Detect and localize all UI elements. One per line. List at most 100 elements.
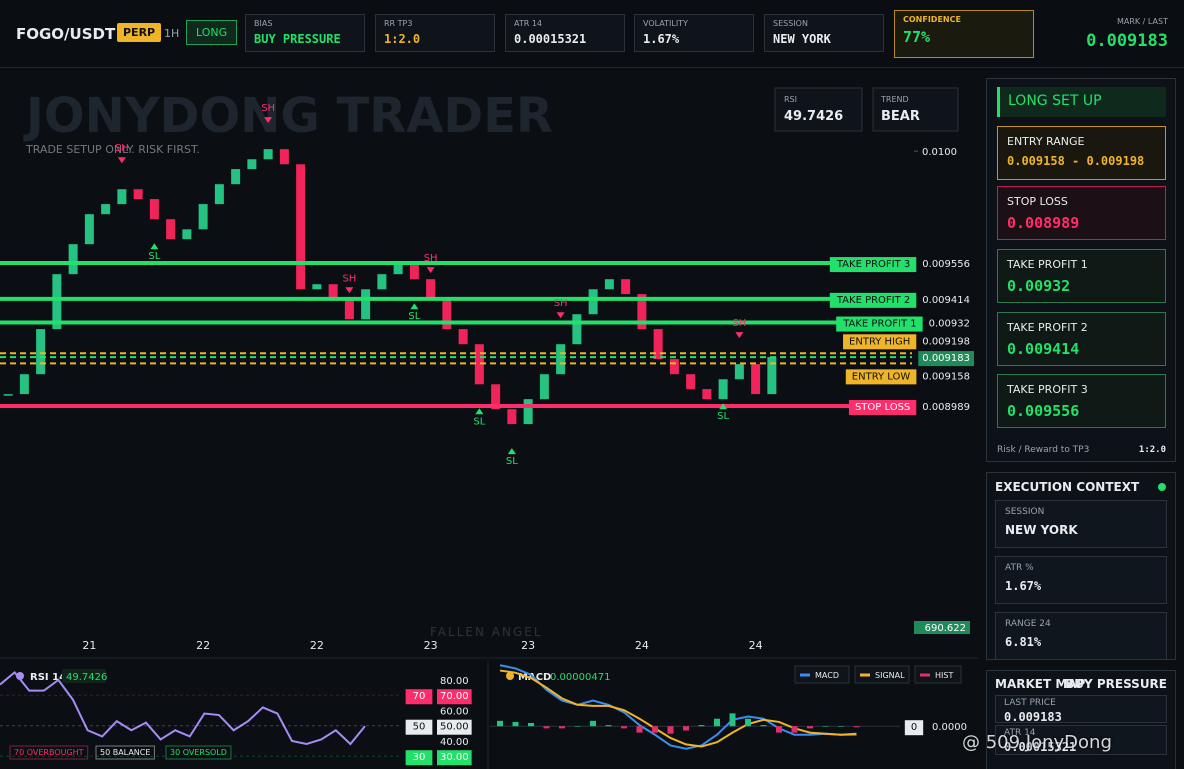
symbol: FOGO/USDT [16, 25, 116, 43]
legend-box [914, 665, 962, 684]
label-box [829, 292, 917, 308]
hist-bar [543, 726, 550, 729]
candle [361, 289, 371, 320]
hist-bar [512, 721, 519, 727]
item-value: 6.81% [1005, 635, 1042, 649]
market-map: MARKET MAP BUY PRESSURE LAST PRICE 0.0091… [986, 670, 1176, 769]
label-box [904, 720, 924, 736]
mark-label: MARK / LAST [1116, 17, 1168, 26]
trend-box [872, 87, 959, 132]
y-tick-label: 40.00 [440, 737, 469, 748]
hist-bar [698, 725, 705, 727]
market-item: LAST PRICE 0.009183 [995, 695, 1167, 724]
zero-label: 0.0000 [932, 722, 967, 733]
rr-value: 1:2.0 [1138, 445, 1166, 455]
volume-box [914, 621, 970, 634]
item-label: ATR % [1005, 563, 1034, 573]
band-level: 70 [413, 691, 426, 702]
candle [442, 299, 452, 330]
setup-card: STOP LOSS 0.008989 [997, 186, 1166, 240]
card-label: TAKE PROFIT 1 [1007, 258, 1088, 271]
stat: SESSION NEW YORK [764, 14, 884, 52]
candle [751, 364, 761, 395]
execution-item: SESSION NEW YORK [995, 500, 1167, 548]
stat-value: 0.00015321 [514, 32, 587, 46]
candle [52, 274, 62, 330]
tagline: TRADE SETUP ONLY. RISK FIRST. [25, 143, 200, 156]
stat-label: RR TP3 [384, 19, 413, 28]
label-box [918, 334, 974, 350]
label-box [9, 745, 89, 760]
label-box [848, 399, 917, 415]
item-label: RANGE 24 [1005, 619, 1051, 629]
label-box [95, 745, 155, 760]
item-label: ATR 14 [1004, 728, 1036, 738]
stat: BIAS BUY PRESSURE [245, 14, 365, 52]
direction-badge[interactable]: LONG [186, 20, 238, 45]
label-box [437, 689, 472, 705]
candle [702, 389, 712, 400]
candle [572, 314, 582, 345]
hist-bar [838, 726, 844, 727]
setup-card: TAKE PROFIT 3 0.009556 [997, 374, 1166, 428]
band-legend: 50 BALANCE [100, 748, 150, 757]
y-tick-label: 60.00 [440, 706, 469, 717]
hist-bar [605, 725, 612, 727]
swing-label: SH [115, 143, 129, 154]
swing-label: SL [506, 456, 518, 467]
swing-label: SH [342, 273, 356, 284]
hist-bar [683, 726, 689, 731]
label-box [405, 689, 433, 705]
candle [588, 289, 598, 315]
band-level: 30 [413, 752, 426, 763]
volume-label: 690.622 [925, 623, 966, 634]
level-name: ENTRY LOW [852, 371, 911, 382]
timeframe: 1H [164, 27, 180, 40]
candle [279, 149, 289, 165]
hist-bar [791, 726, 798, 733]
label-box [829, 257, 917, 273]
stat-label: BIAS [254, 19, 273, 28]
candle [409, 264, 419, 280]
level-name: STOP LOSS [855, 402, 910, 413]
swing-arrow [345, 287, 354, 294]
stat: VOLATILITY 1.67% [634, 14, 754, 52]
label-box [843, 334, 917, 350]
label-box [918, 351, 974, 367]
contract-badge: PERP [117, 23, 162, 42]
item-value: NEW YORK [1005, 523, 1078, 537]
candle [182, 229, 192, 240]
swing-arrow [264, 117, 273, 124]
swing-arrow [150, 243, 159, 250]
card-label: TAKE PROFIT 3 [1007, 383, 1088, 396]
candle [621, 279, 631, 295]
swing-arrow [735, 332, 744, 339]
rsi-value: 49.7426 [784, 109, 843, 124]
candle [474, 344, 484, 385]
item-value: 0.00015321 [1004, 740, 1077, 754]
band-label: 30.00 [440, 752, 469, 763]
label-box [918, 369, 974, 385]
candle [344, 299, 354, 320]
level-value: 0.009158 [922, 371, 970, 382]
band-legend: 70 OVERBOUGHT [14, 748, 84, 757]
swing-arrow [556, 312, 565, 319]
macd-dot [506, 672, 514, 680]
level-name: TAKE PROFIT 3 [836, 259, 910, 270]
swing-label: SL [148, 251, 160, 262]
candle [149, 199, 159, 220]
setup-card: ENTRY RANGE 0.009158 - 0.009198 [997, 126, 1166, 180]
y-tick-label: 80.00 [440, 676, 469, 687]
swing-arrow [117, 157, 126, 164]
candle [328, 284, 338, 300]
chart-area: JONYDONG TRADER TRADE SETUP ONLY. RISK F… [0, 87, 978, 769]
candle [3, 394, 13, 396]
level-value: 0.009556 [922, 259, 970, 270]
hist-bar [729, 713, 736, 727]
hist-bar [745, 718, 751, 727]
hist-bar [652, 726, 658, 733]
stat: ATR 14 0.00015321 [505, 14, 625, 52]
item-label: LAST PRICE [1004, 698, 1056, 708]
band-label: 50.00 [440, 722, 469, 733]
market-map-title: MARKET MAP [995, 677, 1086, 691]
